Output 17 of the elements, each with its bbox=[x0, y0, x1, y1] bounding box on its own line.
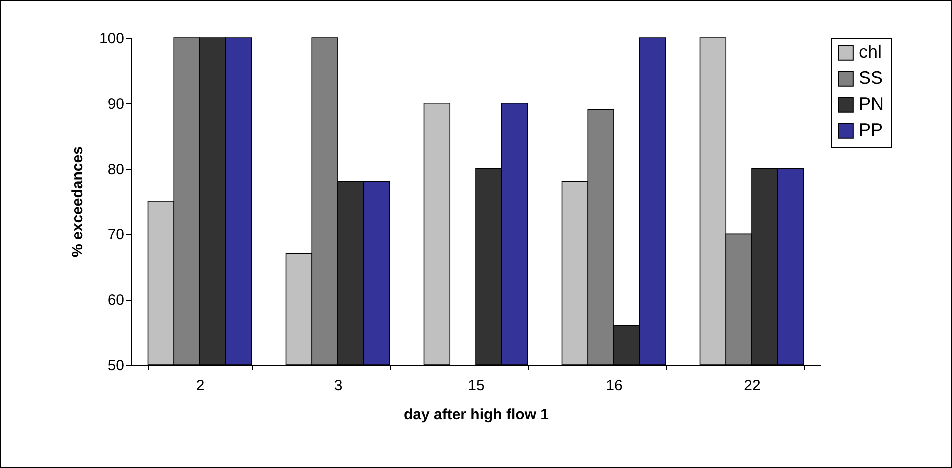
y-tick-label: 80 bbox=[108, 161, 124, 178]
x-axis-title: day after high flow 1 bbox=[404, 406, 550, 424]
x-tick-label: 2 bbox=[196, 378, 205, 394]
y-tick-label: 50 bbox=[108, 358, 124, 374]
legend-label: SS bbox=[859, 68, 884, 88]
y-tick-label: 70 bbox=[108, 226, 124, 244]
x-tick-label: 15 bbox=[468, 378, 485, 394]
y-axis-title: % exceedances bbox=[69, 146, 86, 258]
y-tick-label: 90 bbox=[108, 96, 124, 113]
y-tick-label: 60 bbox=[108, 292, 124, 310]
x-tick-label: 22 bbox=[744, 378, 761, 394]
legend-label: PP bbox=[859, 120, 884, 140]
y-tick-label: 100 bbox=[99, 30, 124, 48]
x-tick-label: 3 bbox=[334, 378, 343, 394]
x-tick-label: 16 bbox=[606, 378, 623, 394]
legend-label: chl bbox=[859, 42, 882, 62]
legend-label: PN bbox=[859, 94, 884, 114]
